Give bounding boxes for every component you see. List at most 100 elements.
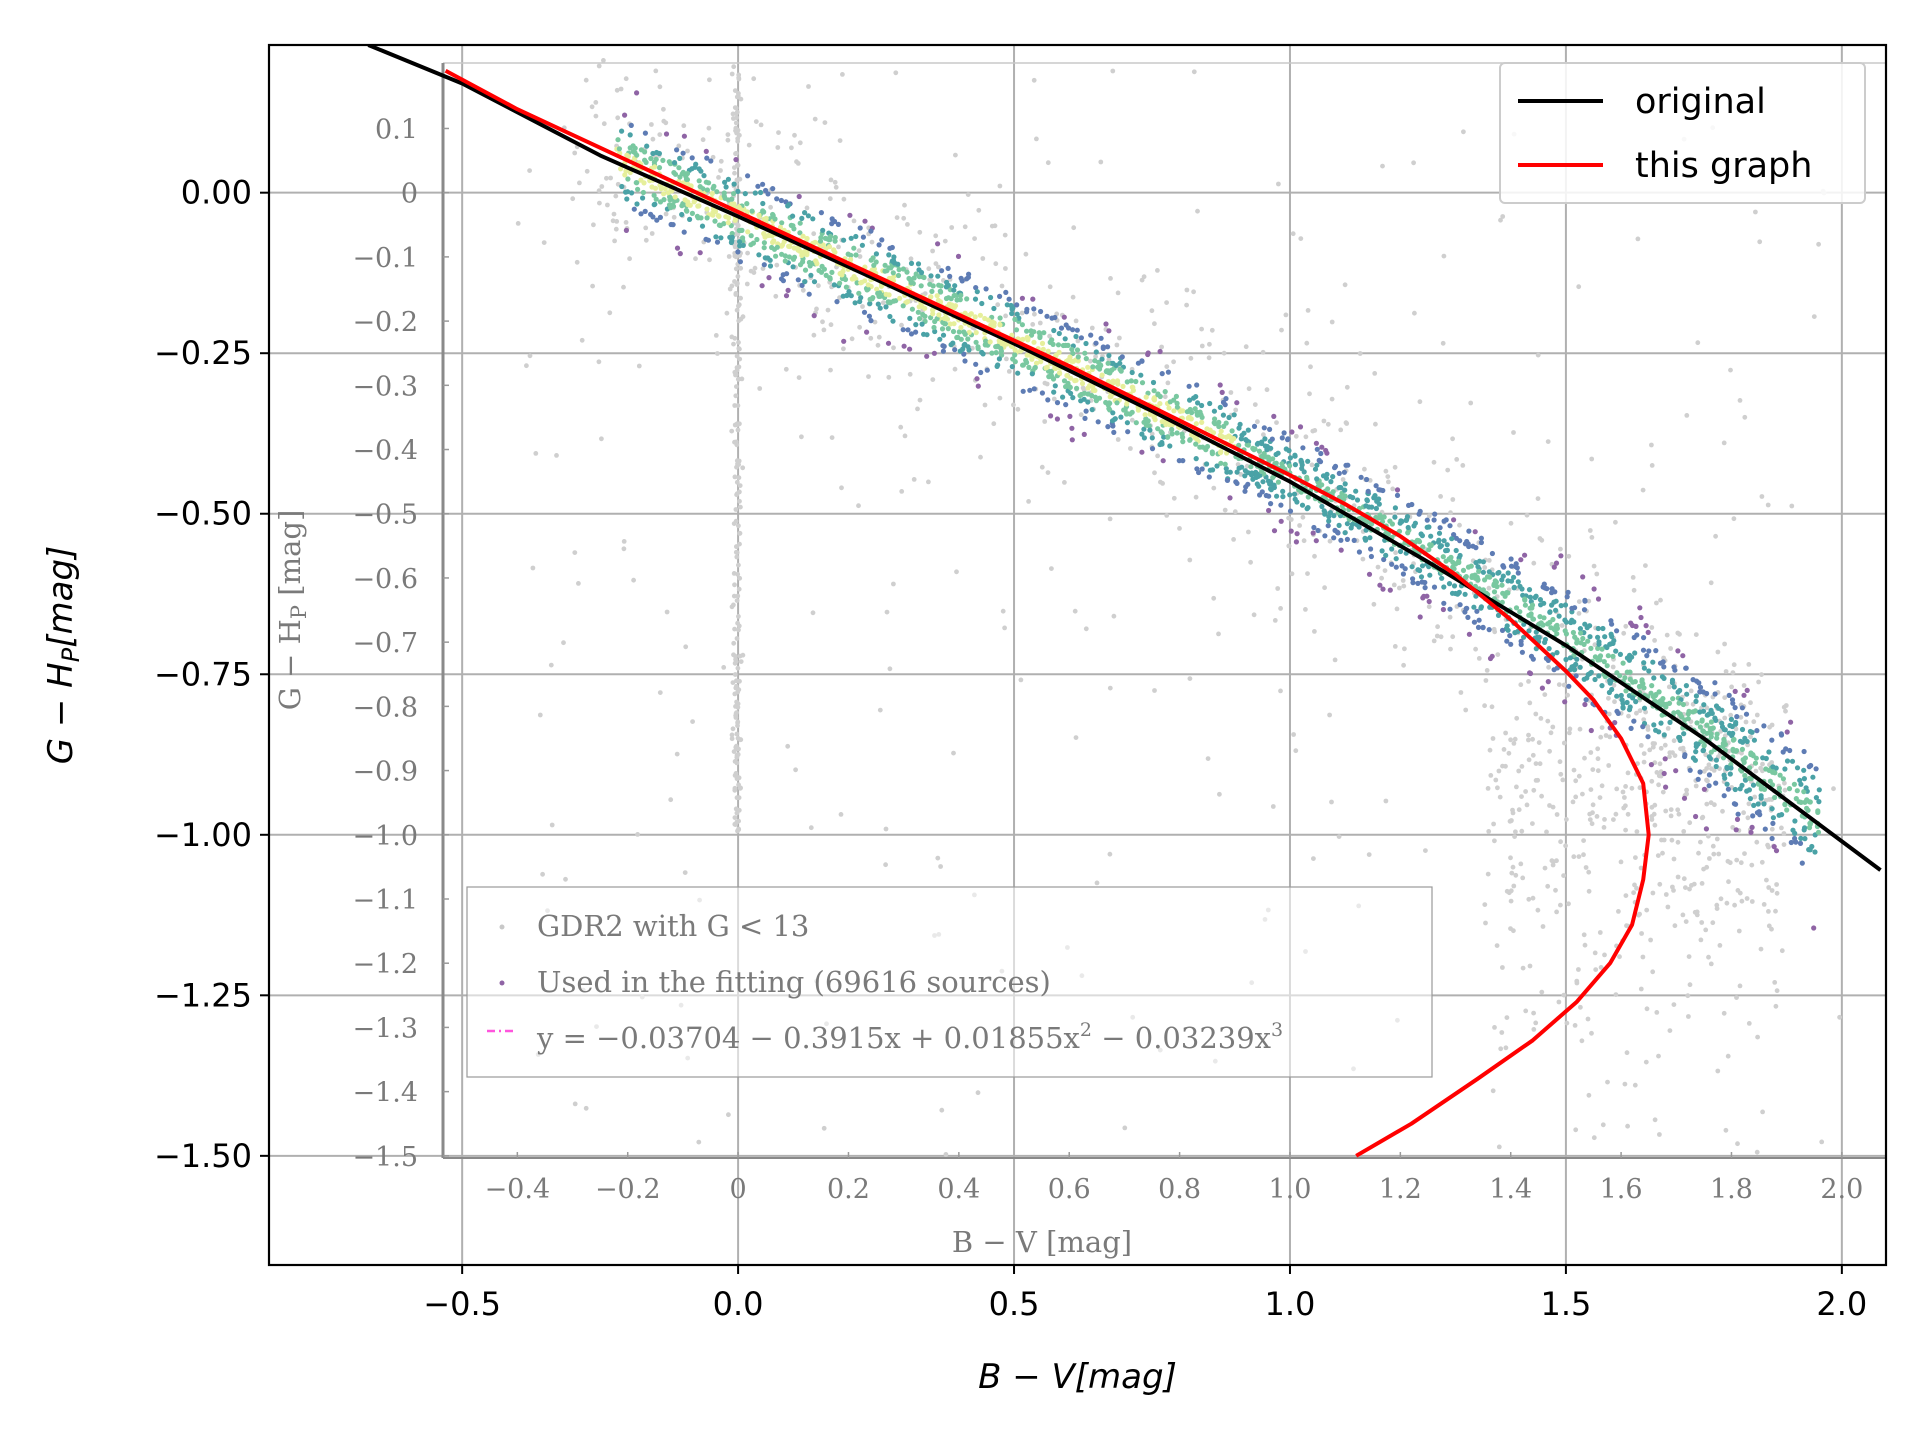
scatter-point-fitting — [685, 201, 691, 208]
scatter-point-gdr2 — [1251, 612, 1257, 618]
scatter-point-fitting — [800, 233, 806, 239]
scatter-point-gdr2 — [1769, 926, 1774, 932]
scatter-point-fitting — [1068, 358, 1075, 364]
scatter-point-gdr2 — [596, 63, 602, 69]
scatter-point-gdr2 — [700, 137, 706, 143]
x-tick-label: 1.0 — [1265, 1285, 1316, 1323]
scatter-point-gdr2 — [733, 151, 738, 157]
scatter-point-gdr2 — [1441, 253, 1447, 259]
scatter-point-gdr2 — [1650, 969, 1656, 975]
scatter-point-fitting — [1291, 491, 1298, 497]
scatter-point-fitting — [1420, 544, 1426, 550]
scatter-point-fitting — [1776, 785, 1782, 791]
scatter-point-fitting — [1305, 505, 1311, 511]
legend-box — [1499, 62, 1866, 204]
scatter-point-fitting — [777, 224, 784, 230]
scatter-point-gdr2 — [1658, 597, 1663, 603]
scatter-point-fitting — [1013, 327, 1020, 333]
scatter-point-fitting — [1777, 772, 1783, 778]
scatter-point-gdr2 — [1758, 946, 1764, 952]
scatter-point-fitting — [868, 228, 874, 234]
scatter-point-fitting — [1046, 374, 1052, 380]
scatter-point-fitting — [1508, 556, 1514, 562]
scatter-point-fitting — [1243, 437, 1249, 443]
scatter-point-fitting — [1472, 575, 1478, 581]
scatter-point-fitting — [1615, 710, 1621, 717]
scatter-point-fitting — [1462, 591, 1468, 597]
scatter-point-gdr2 — [1720, 808, 1725, 814]
scatter-point-gdr2 — [1164, 364, 1170, 369]
scatter-point-gdr2 — [1589, 456, 1595, 462]
scatter-point-gdr2 — [1573, 794, 1579, 800]
scatter-point-fitting — [1033, 360, 1040, 366]
scatter-point-gdr2 — [734, 795, 740, 801]
scatter-point-fitting — [1014, 302, 1020, 308]
scatter-point-gdr2 — [1291, 732, 1296, 737]
scatter-point-fitting — [1009, 364, 1015, 370]
scatter-point-fitting — [911, 275, 917, 281]
scatter-point-gdr2 — [1357, 351, 1363, 356]
scatter-point-fitting — [1125, 429, 1131, 435]
scatter-point-gdr2 — [554, 453, 559, 458]
scatter-point-fitting — [1789, 758, 1796, 764]
scatter-point-gdr2 — [1727, 860, 1733, 866]
scatter-point-gdr2 — [1321, 418, 1327, 424]
scatter-point-gdr2 — [736, 782, 741, 788]
scatter-point-fitting — [859, 242, 866, 248]
scatter-point-fitting — [1259, 439, 1265, 445]
scatter-point-gdr2 — [1626, 713, 1631, 719]
scatter-point-gdr2 — [621, 539, 627, 544]
scatter-point-fitting — [735, 188, 741, 194]
scatter-point-gdr2 — [1261, 432, 1266, 438]
scatter-point-gdr2 — [1362, 466, 1367, 472]
scatter-point-gdr2 — [1725, 1053, 1731, 1059]
scatter-point-fitting — [1618, 692, 1624, 699]
scatter-point-gdr2 — [736, 562, 741, 568]
scatter-point-gdr2 — [1312, 553, 1317, 559]
scatter-point-fitting — [804, 235, 810, 242]
scatter-point-gdr2 — [1558, 902, 1563, 908]
scatter-point-gdr2 — [690, 719, 695, 724]
scatter-point-fitting — [866, 313, 873, 319]
scatter-point-fitting — [1421, 593, 1427, 599]
scatter-point-fitting — [1769, 835, 1775, 842]
scatter-point-gdr2 — [733, 653, 738, 659]
scatter-point-gdr2 — [1706, 954, 1711, 960]
scatter-point-gdr2 — [615, 181, 621, 187]
scatter-point-fitting — [708, 158, 714, 164]
inset-legend-marker — [499, 980, 505, 986]
scatter-point-gdr2 — [1340, 477, 1346, 482]
scatter-point-fitting — [615, 137, 621, 143]
scatter-point-fitting — [901, 343, 907, 349]
scatter-point-fitting — [1105, 360, 1111, 366]
scatter-point-gdr2 — [746, 142, 752, 148]
scatter-point-fitting — [674, 245, 681, 251]
scatter-point-gdr2 — [1276, 181, 1281, 187]
scatter-point-gdr2 — [1270, 804, 1276, 809]
scatter-point-fitting — [1478, 604, 1484, 610]
scatter-point-fitting — [1089, 407, 1095, 413]
scatter-point-gdr2 — [1526, 757, 1532, 763]
series-line-this-graph — [444, 68, 1651, 1158]
scatter-point-gdr2 — [731, 521, 737, 526]
scatter-point-fitting — [1786, 786, 1793, 792]
scatter-point-gdr2 — [1164, 300, 1169, 305]
scatter-point-gdr2 — [1739, 750, 1744, 756]
scatter-point-gdr2 — [1753, 768, 1759, 774]
scatter-point-fitting — [1135, 407, 1141, 413]
scatter-point-fitting — [1365, 488, 1371, 494]
scatter-point-fitting — [1695, 776, 1701, 782]
scatter-point-fitting — [1031, 306, 1037, 312]
scatter-point-gdr2 — [1288, 517, 1294, 522]
scatter-point-fitting — [1584, 625, 1590, 631]
inset-x-tick-label: 1.6 — [1600, 1174, 1643, 1205]
scatter-point-fitting — [1224, 477, 1230, 483]
scatter-point-fitting — [1527, 594, 1533, 600]
scatter-point-gdr2 — [733, 266, 739, 272]
scatter-point-gdr2 — [614, 219, 620, 224]
scatter-point-gdr2 — [733, 254, 739, 260]
scatter-point-fitting — [1417, 614, 1423, 620]
scatter-point-gdr2 — [685, 148, 690, 154]
scatter-point-fitting — [1661, 664, 1667, 670]
scatter-point-fitting — [1734, 816, 1741, 823]
